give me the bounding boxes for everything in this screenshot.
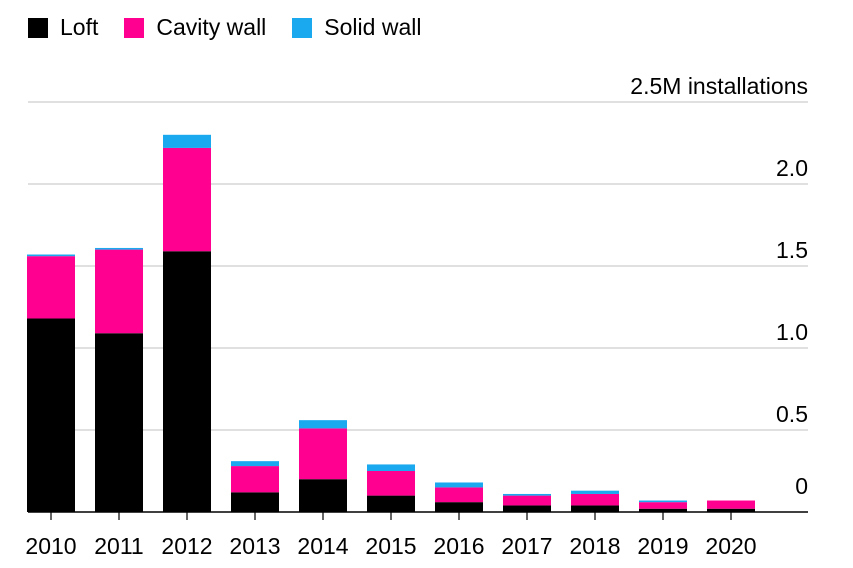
x-tick-label-2020: 2020 <box>705 533 756 559</box>
x-tick-label-2011: 2011 <box>94 533 143 559</box>
bar-2016-solid-wall <box>435 482 483 488</box>
y-tick-label-1: 0.5 <box>776 401 808 427</box>
x-tick-label-2017: 2017 <box>501 533 552 559</box>
legend-item-cavity-wall: Cavity wall <box>124 14 266 41</box>
x-tick-label-2015: 2015 <box>365 533 416 559</box>
bar-2016-cavity-wall <box>435 487 483 503</box>
bar-2019-loft <box>639 508 687 512</box>
y-tick-label-0: 0 <box>795 473 808 499</box>
bar-2011-solid-wall <box>95 247 143 250</box>
bar-2018-cavity-wall <box>571 493 619 506</box>
legend-swatch-solid-wall <box>292 17 313 38</box>
bar-2010-solid-wall <box>27 254 75 257</box>
legend: Loft Cavity wall Solid wall <box>28 14 447 41</box>
bar-2019-cavity-wall <box>639 502 687 509</box>
x-tick-label-2016: 2016 <box>433 533 484 559</box>
bar-2011-cavity-wall <box>95 249 143 334</box>
bar-2017-solid-wall <box>503 493 551 496</box>
bar-2020-cavity-wall <box>707 500 755 509</box>
bar-2012-cavity-wall <box>163 147 211 252</box>
bar-2013-solid-wall <box>231 461 279 467</box>
bar-2017-cavity-wall <box>503 495 551 506</box>
legend-label-solid-wall: Solid wall <box>324 14 422 40</box>
bar-2018-loft <box>571 505 619 512</box>
x-tick-label-2014: 2014 <box>297 533 348 559</box>
legend-item-loft: Loft <box>28 14 98 41</box>
bar-2010-cavity-wall <box>27 256 75 319</box>
legend-label-loft: Loft <box>60 14 99 40</box>
x-tick-label-2010: 2010 <box>25 533 76 559</box>
bar-2011-loft <box>95 333 143 512</box>
bar-2010-loft <box>27 318 75 512</box>
legend-swatch-loft <box>28 17 48 38</box>
bar-2014-loft <box>299 479 347 512</box>
bar-2015-solid-wall <box>367 464 415 471</box>
bar-2015-loft <box>367 495 415 512</box>
bar-2014-cavity-wall <box>299 428 347 480</box>
bar-2014-solid-wall <box>299 420 347 429</box>
bar-2012-solid-wall <box>163 134 211 148</box>
x-tick-label-2018: 2018 <box>569 533 620 559</box>
legend-item-solid-wall: Solid wall <box>292 14 421 41</box>
legend-label-cavity-wall: Cavity wall <box>156 14 267 40</box>
bar-2013-cavity-wall <box>231 466 279 493</box>
x-tick-label-2013: 2013 <box>229 533 280 559</box>
y-tick-label-5: 2.5M installations <box>630 73 808 99</box>
bar-2013-loft <box>231 492 279 512</box>
y-tick-label-2: 1.0 <box>776 319 808 345</box>
y-tick-label-4: 2.0 <box>776 155 808 181</box>
bar-2012-loft <box>163 251 211 513</box>
y-tick-label-3: 1.5 <box>776 237 808 263</box>
bar-2018-solid-wall <box>571 490 619 494</box>
x-tick-label-2012: 2012 <box>161 533 212 559</box>
bar-2015-cavity-wall <box>367 471 415 496</box>
x-tick-label-2019: 2019 <box>637 533 688 559</box>
bar-2019-solid-wall <box>639 500 687 503</box>
legend-swatch-cavity-wall <box>124 17 145 38</box>
bar-2016-loft <box>435 502 483 512</box>
bar-2017-loft <box>503 505 551 512</box>
bar-2020-loft <box>707 508 755 512</box>
